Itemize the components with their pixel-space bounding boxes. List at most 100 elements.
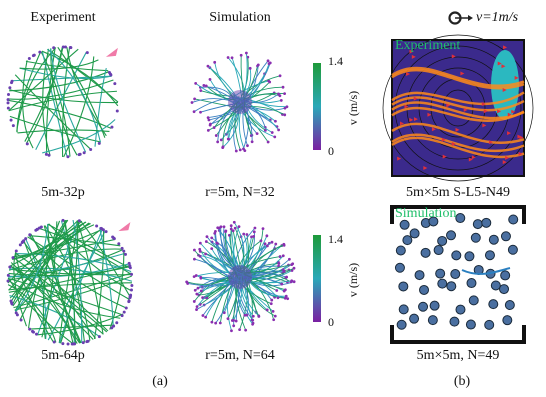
agent-end (210, 320, 214, 324)
obstacle (446, 230, 457, 241)
agent-end (285, 105, 289, 109)
agent (463, 107, 468, 112)
colorbar (313, 235, 321, 322)
agent (519, 135, 524, 140)
agent-end (276, 296, 280, 300)
agent-end (9, 299, 13, 303)
agent (505, 155, 510, 160)
agent-end (237, 225, 241, 229)
agent-end (270, 131, 274, 134)
arrow-marker (105, 47, 118, 57)
agent-end (82, 151, 86, 155)
agent-end (251, 318, 255, 322)
agent-end (281, 85, 285, 89)
agent-end (229, 224, 233, 228)
agent-end (61, 342, 65, 346)
agent-end (69, 46, 73, 50)
trajectory (7, 280, 121, 319)
agent-end (277, 92, 280, 96)
agent (406, 71, 411, 76)
agent-end (28, 233, 32, 237)
agent-end (246, 144, 249, 148)
agent-end (273, 314, 277, 318)
agent-end (194, 274, 198, 277)
agent-end (196, 286, 200, 290)
agent-end (192, 300, 196, 303)
agent-end (233, 226, 237, 230)
colorbar-min: 0 (328, 315, 334, 329)
agent-end (34, 332, 38, 336)
obstacle (466, 278, 477, 289)
agent-end (245, 313, 249, 317)
agent-end (193, 257, 196, 261)
agent-end (204, 84, 208, 88)
agent-end (52, 340, 56, 344)
agent-end (123, 252, 127, 256)
agent-end (38, 50, 42, 54)
agent-end (232, 220, 236, 224)
agent (404, 104, 409, 109)
agent-end (122, 249, 126, 253)
agent-end (47, 153, 51, 157)
obstacle (488, 299, 499, 310)
agent-end (251, 322, 255, 326)
agent-end (129, 288, 133, 292)
agent-end (219, 138, 223, 142)
agent-end (117, 242, 121, 246)
obstacle (481, 217, 492, 228)
obstacle (484, 319, 495, 330)
agent-end (242, 232, 246, 236)
agent-end (107, 71, 111, 75)
overlay-label: Experiment (395, 38, 460, 53)
arena-content (390, 205, 526, 344)
agent-end (257, 315, 261, 318)
obstacle (500, 270, 511, 281)
agent-end (234, 319, 238, 323)
panel-label: 5m×5m, N=49 (417, 348, 500, 363)
agent-end (256, 63, 260, 67)
trajectory (57, 46, 106, 138)
agent-end (263, 242, 267, 246)
trajectory (42, 48, 51, 156)
agent-end (269, 302, 273, 306)
agent-end (101, 228, 105, 232)
agent-end (210, 247, 214, 251)
agent-end (274, 119, 277, 123)
obstacle (414, 270, 425, 281)
agent-end (212, 126, 216, 129)
agent-end (271, 309, 275, 313)
trajectory (9, 295, 100, 337)
agent-end (193, 97, 196, 101)
obstacle (399, 219, 410, 230)
agent-end (261, 227, 265, 231)
dense-core (228, 90, 252, 114)
agent-end (283, 113, 287, 117)
agent (446, 103, 451, 108)
agent-end (99, 226, 103, 230)
agent-end (199, 275, 203, 279)
agent (455, 127, 460, 132)
agent-end (226, 56, 230, 59)
trajectory (42, 119, 116, 154)
agent-end (204, 315, 208, 319)
agent-end (232, 319, 235, 322)
obstacle (468, 295, 479, 306)
agent-end (244, 328, 248, 332)
agent-end (199, 289, 203, 293)
trajectory (58, 220, 80, 344)
agent (413, 96, 418, 101)
agent-end (242, 147, 245, 151)
trajectory (30, 233, 97, 339)
arena-content (382, 34, 534, 182)
obstacle (470, 232, 481, 243)
agent-end (7, 93, 11, 97)
panel-label: r=5m, N=64 (205, 348, 274, 363)
agent-end (231, 229, 235, 233)
agent-end (66, 155, 70, 159)
obstacle (507, 244, 518, 255)
agent-end (77, 219, 81, 223)
trajectory (391, 122, 525, 145)
agent-end (66, 342, 70, 346)
obstacle (455, 304, 466, 315)
agent-end (282, 269, 286, 273)
